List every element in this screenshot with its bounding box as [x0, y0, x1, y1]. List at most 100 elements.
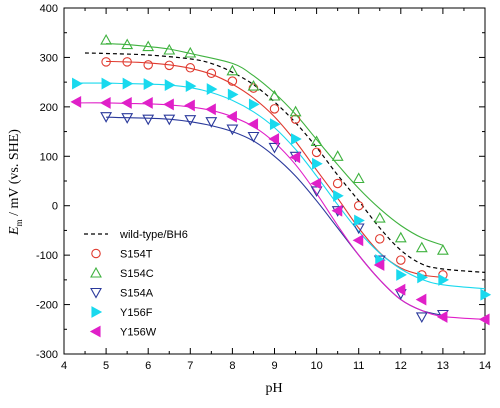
- data-point-s154t: [164, 60, 175, 71]
- data-point-s154t: [248, 83, 259, 93]
- data-point-s154c: [394, 231, 407, 243]
- data-point-y156w: [247, 118, 259, 131]
- data-point-y156w: [142, 96, 153, 109]
- data-point-y156f: [143, 78, 155, 91]
- x-tick-label: 6: [145, 360, 151, 372]
- data-point-y156f: [291, 133, 302, 145]
- data-point-s154c: [310, 135, 323, 147]
- legend-swatch-s154a: [90, 287, 102, 299]
- data-point-y156w: [415, 293, 427, 306]
- data-point-s154t: [311, 147, 322, 158]
- data-point-y156f: [248, 98, 260, 111]
- x-tick-label: 8: [229, 360, 235, 372]
- data-point-s154c: [331, 150, 344, 161]
- data-point-s154t: [101, 57, 111, 67]
- data-point-y156f: [185, 80, 197, 93]
- x-tick-label: 11: [353, 360, 364, 372]
- data-point-s154c: [100, 33, 113, 45]
- fit-curve-s154t: [106, 60, 443, 278]
- data-point-s154a: [163, 114, 176, 126]
- legend-swatch-y156w: [89, 325, 101, 338]
- x-tick-label: 13: [437, 360, 449, 372]
- legend-label-y156f: Y156F: [120, 307, 153, 319]
- data-point-y156w: [373, 259, 385, 271]
- data-point-y156w: [478, 313, 490, 326]
- data-point-y156w: [310, 177, 322, 190]
- data-point-y156f: [227, 88, 239, 101]
- data-point-s154c: [415, 241, 428, 253]
- y-tick-label: -100: [36, 250, 58, 262]
- data-point-y156w: [268, 133, 280, 145]
- data-point-y156w: [331, 204, 343, 217]
- data-point-s154c: [436, 244, 449, 255]
- legend-label-s154t: S154T: [120, 249, 153, 261]
- data-point-s154t: [290, 114, 301, 124]
- data-point-s154a: [268, 142, 281, 154]
- data-point-y156f: [480, 288, 492, 301]
- data-point-s154a: [415, 312, 428, 324]
- y-tick-label: 100: [40, 151, 58, 163]
- data-point-y156f: [396, 268, 407, 281]
- data-point-s154c: [352, 172, 365, 184]
- data-point-s154a: [247, 131, 260, 143]
- data-point-s154c: [268, 89, 281, 101]
- y-tick-label: 400: [40, 3, 58, 15]
- data-point-y156w: [163, 98, 174, 111]
- x-tick-label: 9: [271, 360, 277, 372]
- y-tick-label: 300: [40, 52, 58, 64]
- y-axis-title-main: E: [7, 226, 22, 236]
- y-tick-label: -300: [36, 349, 58, 361]
- y-tick-label: -200: [36, 300, 58, 312]
- data-point-y156f: [333, 189, 344, 202]
- data-point-s154a: [100, 112, 113, 123]
- data-point-y156f: [438, 273, 450, 286]
- legend: wild-type/BH6 S154T S154C S154A Y156F Y156W: [84, 229, 188, 339]
- data-point-s154a: [226, 124, 239, 136]
- data-point-s154c: [247, 79, 260, 91]
- data-point-s154t: [396, 255, 406, 265]
- x-tick-label: 12: [395, 360, 407, 372]
- data-point-s154c: [226, 64, 239, 76]
- y-axis-title: Em / mV (vs. SHE): [7, 129, 24, 236]
- data-point-s154a: [121, 113, 134, 124]
- y-tick-label: 0: [52, 201, 58, 213]
- series-line-wild-type-bh6: [84, 52, 486, 273]
- fit-curve-s154c: [106, 43, 444, 246]
- data-point-s154c: [373, 211, 386, 223]
- x-tick-label: 14: [479, 360, 491, 372]
- data-point-y156w: [70, 95, 82, 108]
- x-tick-label: 5: [103, 360, 109, 372]
- data-point-y156f: [122, 77, 134, 90]
- data-point-s154t: [332, 178, 343, 189]
- data-point-s154a: [352, 223, 365, 235]
- legend-label-s154a: S154A: [120, 288, 154, 300]
- data-point-y156f: [206, 83, 218, 96]
- x-tick-label: 4: [61, 360, 67, 372]
- data-point-y156w: [226, 110, 237, 123]
- data-point-s154c: [184, 46, 197, 58]
- data-point-y156w: [436, 310, 448, 323]
- data-point-s154t: [374, 234, 385, 244]
- x-tick-label: 10: [310, 360, 322, 372]
- data-point-s154t: [206, 68, 217, 78]
- data-point-y156f: [312, 157, 323, 170]
- data-point-y156w: [394, 283, 406, 296]
- data-point-s154t: [122, 57, 132, 67]
- data-point-s154a: [205, 117, 218, 128]
- data-point-y156f: [101, 77, 113, 90]
- data-point-s154t: [227, 76, 238, 86]
- data-point-y156f: [164, 79, 176, 92]
- data-point-s154t: [185, 63, 196, 73]
- data-point-y156w: [184, 99, 195, 112]
- data-point-s154c: [289, 105, 302, 117]
- data-point-s154a: [184, 115, 197, 126]
- legend-label-y156w: Y156W: [120, 327, 157, 339]
- data-point-y156w: [352, 234, 364, 247]
- legend-swatch-s154t: [91, 248, 101, 259]
- y-tick-label: 200: [40, 102, 58, 114]
- data-point-s154a: [142, 114, 155, 126]
- data-point-y156w: [205, 103, 216, 116]
- y-axis-title-sub: m: [14, 219, 24, 226]
- data-point-y156f: [269, 118, 281, 131]
